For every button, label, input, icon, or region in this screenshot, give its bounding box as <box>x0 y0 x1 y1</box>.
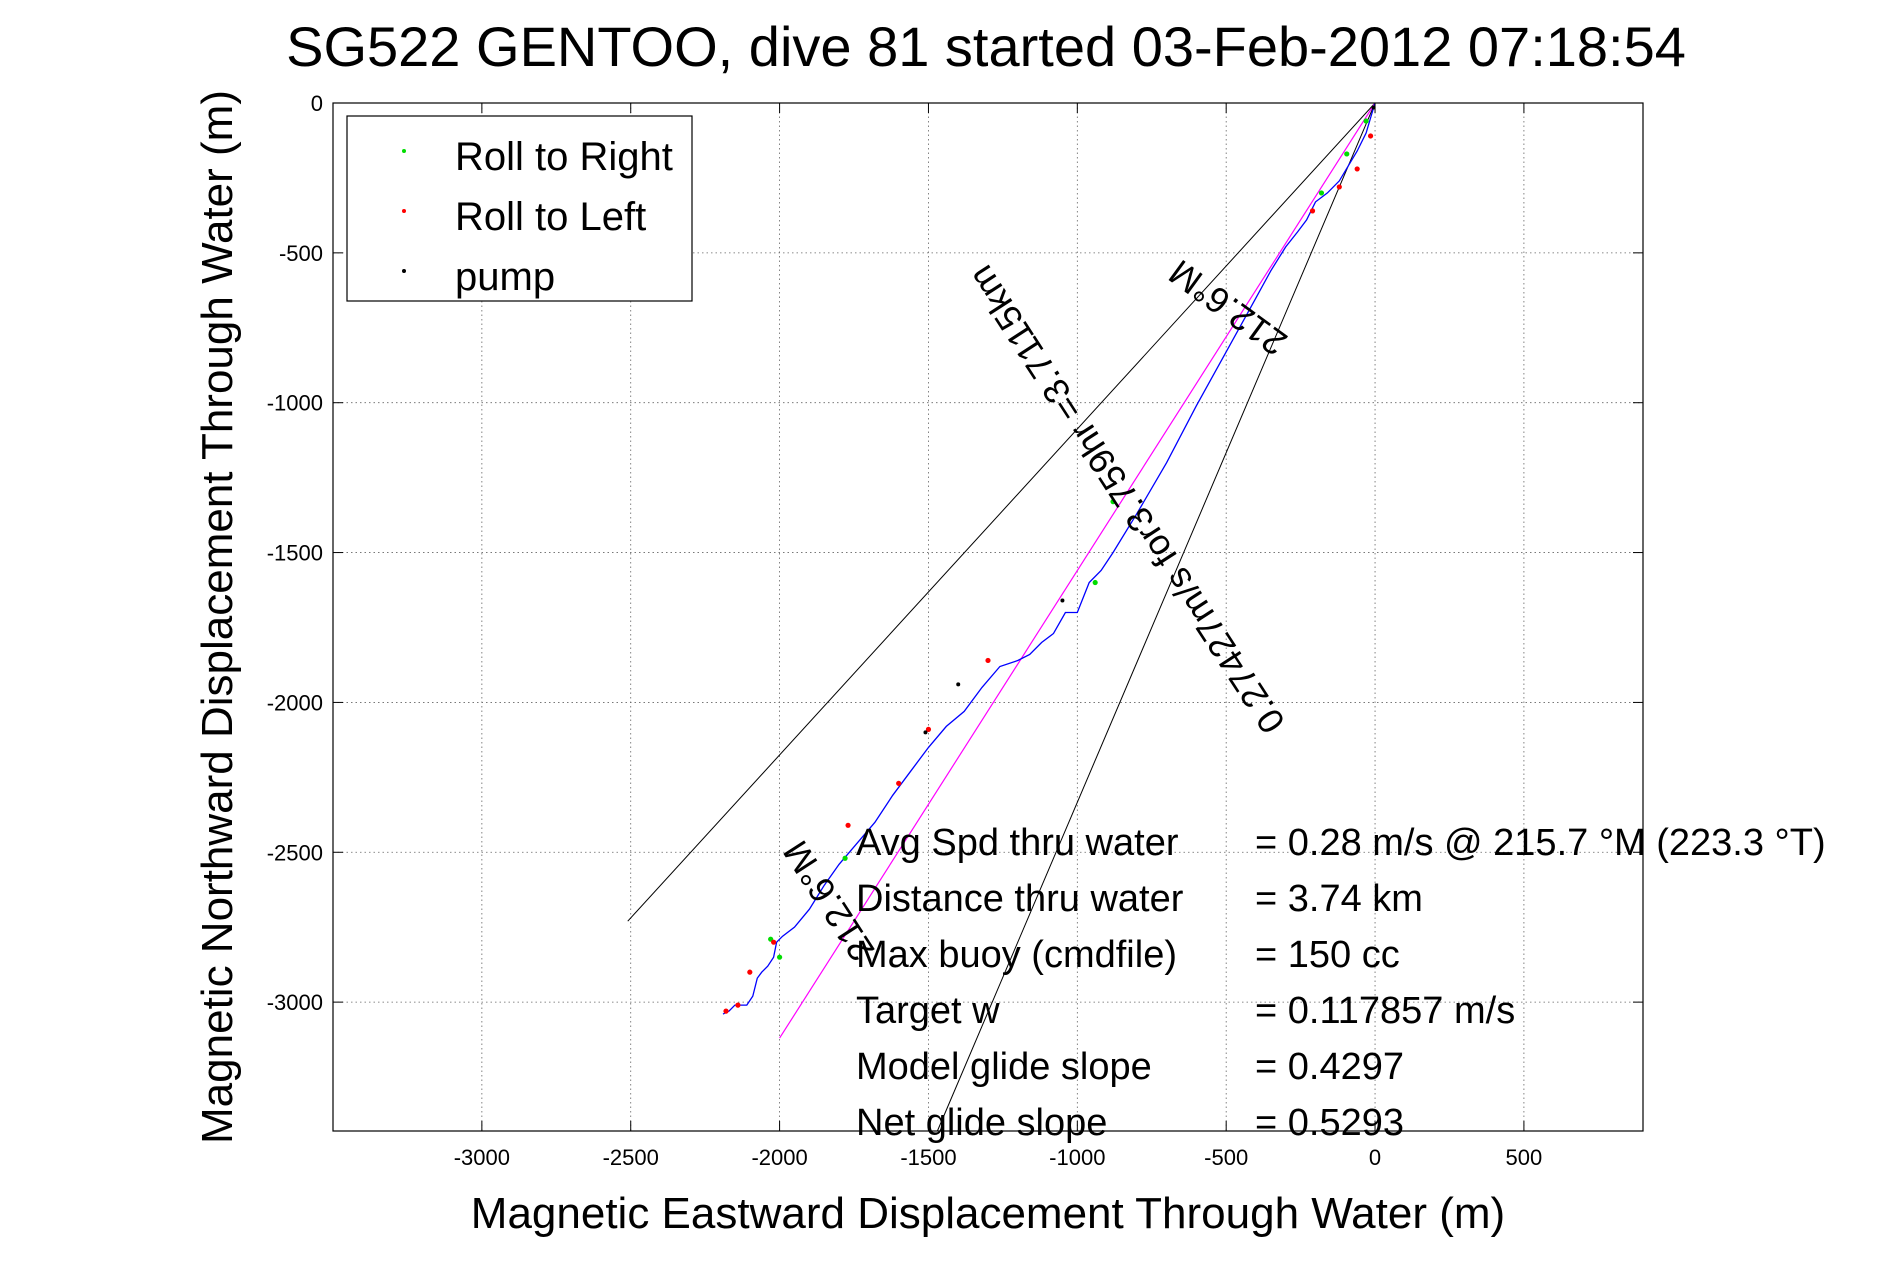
legend-label: pump <box>455 255 555 299</box>
roll-left-marker <box>771 939 777 945</box>
roll-left-marker <box>723 1008 729 1014</box>
y-tick-label: -3000 <box>267 990 323 1015</box>
annotation-value: = 0.117857 m/s <box>1255 990 1515 1032</box>
x-tick-label: -500 <box>1204 1145 1248 1170</box>
annotation-label: Model glide slope <box>856 1046 1152 1088</box>
roll-left-marker <box>845 822 851 828</box>
roll-left-marker <box>925 726 932 732</box>
roll-left-marker <box>1309 208 1316 214</box>
legend-marker <box>402 269 406 273</box>
y-tick-label: -1500 <box>267 541 323 566</box>
pump-marker <box>1060 598 1065 603</box>
track-series <box>722 102 1376 1015</box>
heading-line <box>779 102 1376 1039</box>
x-tick-label: -1500 <box>900 1145 956 1170</box>
y-tick-label: -500 <box>279 241 323 266</box>
pump-marker <box>956 682 961 687</box>
annotation-label: Max buoy (cmdfile) <box>856 934 1177 976</box>
annotation-block: Avg Spd thru water = 0.28 m/s @ 215.7 °M … <box>856 822 1826 1144</box>
roll-right-marker <box>1110 499 1116 505</box>
roll-right-marker <box>1344 151 1350 157</box>
annotation-label: Distance thru water <box>856 878 1184 920</box>
roll-left-marker <box>1354 166 1360 172</box>
y-axis-label: Magnetic Northward Displacement Through … <box>193 90 242 1144</box>
y-tick-label: -2000 <box>267 690 323 715</box>
annotation-value: = 150 cc <box>1255 934 1400 976</box>
bounding-line <box>936 102 1376 1132</box>
x-axis-label: Magnetic Eastward Displacement Through W… <box>471 1189 1505 1238</box>
roll-right-marker <box>1318 190 1325 196</box>
legend-marker <box>402 149 406 153</box>
annotation-value: = 0.5293 <box>1255 1102 1404 1144</box>
x-tick-label: -3000 <box>454 1145 510 1170</box>
pump-marker <box>923 730 928 735</box>
y-tick-label: 0 <box>311 91 323 116</box>
annotation-label: Avg Spd thru water <box>856 822 1179 864</box>
x-tick-label: -1000 <box>1049 1145 1105 1170</box>
ticks: -3000 -2500 -2000 -1500 -1000 -500 0 500 0 -500 -1… <box>267 91 1643 1170</box>
roll-left-marker <box>1367 133 1374 139</box>
roll-right-marker <box>776 954 783 960</box>
roll-left-marker <box>1336 184 1342 190</box>
annotation-value: = 0.28 m/s @ 215.7 °M (223.3 °T) <box>1255 822 1826 864</box>
annotation-label: Target w <box>856 990 1000 1032</box>
x-tick-label: 500 <box>1506 1145 1543 1170</box>
roll-left-marker <box>985 657 991 664</box>
plot-frame <box>332 102 1644 1132</box>
y-tick-label: -1000 <box>267 391 323 416</box>
roll-left-marker <box>896 780 902 786</box>
x-tick-label: 0 <box>1369 1145 1381 1170</box>
chart-title: SG522 GENTOO, dive 81 started 03-Feb-201… <box>286 15 1686 78</box>
roll-right-marker <box>1363 118 1369 124</box>
annotation-label: Net glide slope <box>856 1102 1107 1144</box>
legend-label: Roll to Right <box>455 135 673 179</box>
annotation-value: = 0.4297 <box>1255 1046 1404 1088</box>
x-tick-label: -2000 <box>751 1145 807 1170</box>
x-tick-label: -2500 <box>603 1145 659 1170</box>
roll-left-marker <box>735 1002 741 1008</box>
roll-right-marker <box>842 855 848 861</box>
legend-label: Roll to Left <box>455 195 646 239</box>
roll-left-marker <box>747 969 753 975</box>
legend-marker <box>402 209 406 213</box>
legend: Roll to Right Roll to Left pump <box>346 115 693 302</box>
y-tick-label: -2500 <box>267 840 323 865</box>
annotation-value: = 3.74 km <box>1255 878 1423 920</box>
bounding-line <box>627 102 1376 922</box>
roll-right-marker <box>1092 579 1098 586</box>
